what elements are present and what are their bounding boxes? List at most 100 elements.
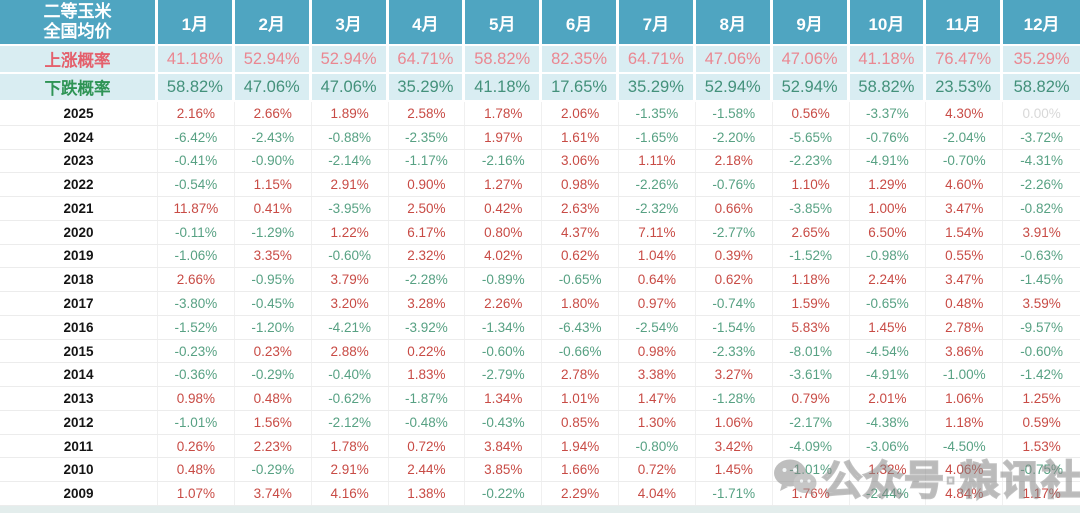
monthly-change-value: 4.16% <box>312 482 389 506</box>
year-row: 2017 -3.80% -0.45% 3.20% 3.28% 2.26% 1.80% 0.97… <box>0 292 1080 316</box>
year-row: 2011 0.26% 2.23% 1.78% 0.72% 3.84% 1.94% -0.80%… <box>0 434 1080 459</box>
monthly-change-value: 1.78% <box>465 102 543 125</box>
monthly-change-value: 1.80% <box>542 292 619 315</box>
year-label: 2022 <box>0 173 158 197</box>
monthly-change-value: -1.71% <box>696 482 773 506</box>
monthly-change-value: -4.91% <box>850 149 927 173</box>
monthly-change-value: -0.90% <box>235 149 312 173</box>
monthly-change-value: 3.79% <box>312 268 389 292</box>
monthly-change-value: 0.64% <box>619 268 696 292</box>
monthly-change-value: -6.42% <box>158 125 235 149</box>
rise-probability-row: 上涨概率 41.18% 52.94% 52.94% 64.71% 58.82% 82.35… <box>0 46 1080 72</box>
year-row: 2012 -1.01% 1.56% -2.12% -0.48% -0.43% 0.85% 1.… <box>0 410 1080 435</box>
monthly-change-value: -0.40% <box>312 363 389 387</box>
monthly-change-value: 1.27% <box>465 173 543 197</box>
monthly-change-value: 1.54% <box>926 220 1004 244</box>
monthly-change-value: 2.29% <box>542 482 619 506</box>
monthly-change-value: 1.47% <box>619 387 696 410</box>
year-row: 2014 -0.36% -0.29% -0.40% 1.83% -2.79% 2.78% 3.… <box>0 363 1080 388</box>
monthly-change-value: 1.89% <box>312 102 389 125</box>
monthly-change-value: -3.61% <box>773 363 850 387</box>
monthly-change-value: 4.30% <box>926 102 1004 125</box>
monthly-change-value: 2.23% <box>235 434 312 458</box>
monthly-change-value: -3.06% <box>850 434 927 458</box>
month-header-label: 5月 <box>465 0 543 44</box>
monthly-change-value: 3.84% <box>465 434 543 458</box>
monthly-change-value: 1.59% <box>773 292 850 315</box>
monthly-change-value: -0.54% <box>158 173 235 197</box>
monthly-change-value: 2.06% <box>542 102 619 125</box>
monthly-change-value: 1.34% <box>465 387 543 410</box>
monthly-change-value: -2.33% <box>696 339 773 363</box>
monthly-change-value: -2.26% <box>1020 177 1063 193</box>
monthly-change-value: -1.65% <box>619 125 696 149</box>
monthly-change-value: -0.45% <box>235 292 312 315</box>
monthly-change-value: 1.15% <box>235 173 312 197</box>
monthly-change-value: -3.80% <box>158 292 235 315</box>
monthly-change-value: 0.23% <box>235 339 312 363</box>
monthly-change-value: 0.62% <box>696 268 773 292</box>
monthly-change-value: 1.22% <box>312 220 389 244</box>
monthly-change-value: -2.23% <box>773 149 850 173</box>
monthly-change-value: 2.78% <box>926 315 1004 339</box>
monthly-change-value: -1.52% <box>773 244 850 268</box>
monthly-change-value: 3.59% <box>1022 296 1061 311</box>
rise-probability-value: 82.35% <box>542 46 619 72</box>
monthly-change-value: 4.60% <box>926 173 1004 197</box>
monthly-change-value: 1.18% <box>926 410 1004 434</box>
monthly-change-value: -0.82% <box>1020 200 1063 216</box>
monthly-change-value: 3.28% <box>389 292 466 315</box>
monthly-change-value: 1.56% <box>235 410 312 434</box>
row-separator <box>0 72 1080 74</box>
year-label: 2016 <box>0 315 158 339</box>
monthly-change-value: 2.50% <box>389 197 466 220</box>
row-separator <box>0 44 1080 46</box>
month-header-label: 10月 <box>850 0 927 44</box>
monthly-change-value: 3.91% <box>1022 224 1061 240</box>
monthly-change-value: -2.04% <box>926 125 1004 149</box>
monthly-change-value: 0.59% <box>1022 414 1061 430</box>
monthly-change-value: -0.75% <box>1020 462 1063 478</box>
monthly-change-value: -2.43% <box>235 125 312 149</box>
fall-probability-value: 47.06% <box>235 74 312 100</box>
year-label: 2014 <box>0 363 158 387</box>
monthly-change-value: 3.27% <box>696 363 773 387</box>
monthly-change-value: 1.45% <box>696 458 773 482</box>
year-label: 2024 <box>0 125 158 149</box>
monthly-change-value: -0.48% <box>389 410 466 434</box>
fall-probability-label: 下跌概率 <box>0 74 158 100</box>
month-header-label: 11月 <box>926 0 1004 44</box>
monthly-change-value: -0.29% <box>235 458 312 482</box>
monthly-change-value: -0.63% <box>1020 248 1063 264</box>
monthly-change-value: -3.37% <box>850 102 927 125</box>
monthly-change-value: -8.01% <box>773 339 850 363</box>
monthly-change-value: -0.60% <box>312 244 389 268</box>
monthly-change-value: -4.31% <box>1020 153 1063 169</box>
monthly-change-value: -4.50% <box>926 434 1004 458</box>
fall-probability-value: 47.06% <box>312 74 389 100</box>
monthly-change-value: 1.76% <box>773 482 850 506</box>
monthly-change-value: 0.98% <box>619 339 696 363</box>
rise-probability-value: 35.29% <box>1013 49 1070 68</box>
monthly-change-value: 0.62% <box>542 244 619 268</box>
year-row: 2016 -1.52% -1.20% -4.21% -3.92% -1.34% -6.43%… <box>0 315 1080 340</box>
year-label: 2018 <box>0 268 158 292</box>
monthly-change-value: 11.87% <box>158 197 235 220</box>
fall-probability-value: 35.29% <box>389 74 466 100</box>
monthly-change-value: -0.66% <box>542 339 619 363</box>
monthly-change-value: -4.09% <box>773 434 850 458</box>
monthly-change-value: 0.56% <box>773 102 850 125</box>
monthly-change-value: 6.17% <box>389 220 466 244</box>
rise-probability-value: 41.18% <box>158 46 235 72</box>
month-header-label: 9月 <box>773 0 850 44</box>
monthly-change-value: -4.54% <box>850 339 927 363</box>
monthly-change-value: -1.06% <box>158 244 235 268</box>
year-label: 2023 <box>0 149 158 173</box>
year-row: 2013 0.98% 0.48% -0.62% -1.87% 1.34% 1.01% 1.47… <box>0 387 1080 411</box>
monthly-change-value: -1.17% <box>389 149 466 173</box>
month-header-row: 二等玉米 全国均价 1月 2月 3月 4月 5月 6月 7月 8月 9月 10月 11月 12月 <box>0 0 1080 44</box>
monthly-change-value: 5.83% <box>773 315 850 339</box>
monthly-change-value: 1.30% <box>619 410 696 434</box>
monthly-change-value: -0.88% <box>312 125 389 149</box>
